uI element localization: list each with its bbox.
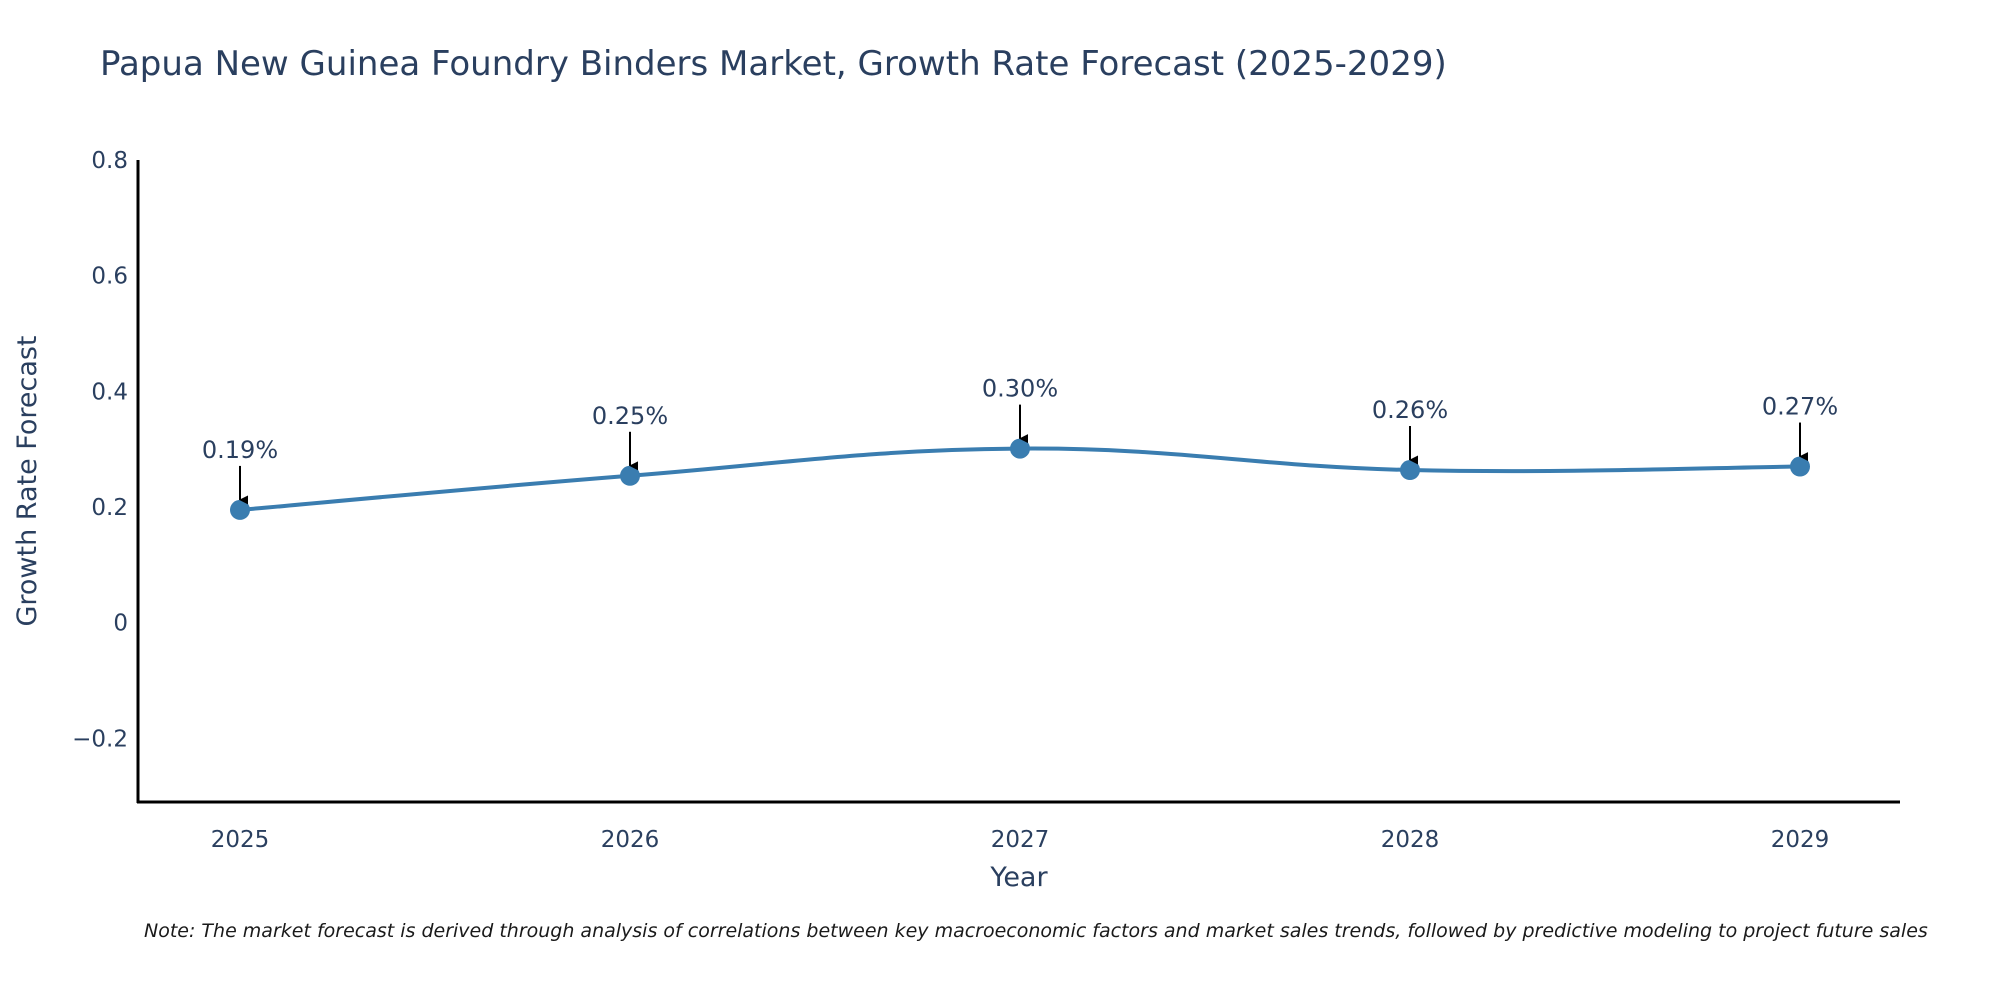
data-label: 0.30% (982, 375, 1058, 403)
data-label: 0.26% (1372, 396, 1448, 424)
chart-title: Papua New Guinea Foundry Binders Market,… (100, 44, 1447, 84)
data-label: 0.27% (1762, 393, 1838, 421)
x-axis: 2025 2026 2027 2028 2029 (137, 800, 1900, 853)
data-point (1790, 456, 1810, 477)
x-tick-label: 2027 (991, 827, 1050, 853)
data-point (620, 465, 640, 486)
x-tick-label: 2029 (1771, 827, 1830, 853)
y-axis-title: Growth Rate Forecast (12, 335, 43, 626)
y-axis: −0.2 0 0.2 0.4 0.6 0.8 (72, 148, 140, 803)
series-growth-rate (230, 438, 1810, 520)
x-tick-label: 2025 (211, 827, 270, 853)
x-axis-title: Year (989, 862, 1048, 893)
data-point (1010, 438, 1030, 459)
y-tick-label: 0.8 (91, 148, 128, 174)
footnote: Note: The market forecast is derived thr… (144, 920, 1928, 942)
annotations: 0.19% 0.25% 0.30% 0.26% 0.27% (202, 375, 1838, 505)
y-tick-label: 0.4 (91, 379, 128, 405)
data-point (1400, 460, 1420, 481)
y-tick-label: 0 (113, 611, 128, 637)
y-tick-label: 0.2 (91, 495, 128, 521)
y-tick-label: 0.6 (91, 264, 128, 290)
x-tick-label: 2026 (601, 827, 660, 853)
data-point (230, 499, 250, 520)
x-tick-label: 2028 (1381, 827, 1440, 853)
y-tick-label: −0.2 (72, 726, 128, 752)
data-label: 0.19% (202, 436, 278, 464)
data-label: 0.25% (592, 402, 668, 430)
